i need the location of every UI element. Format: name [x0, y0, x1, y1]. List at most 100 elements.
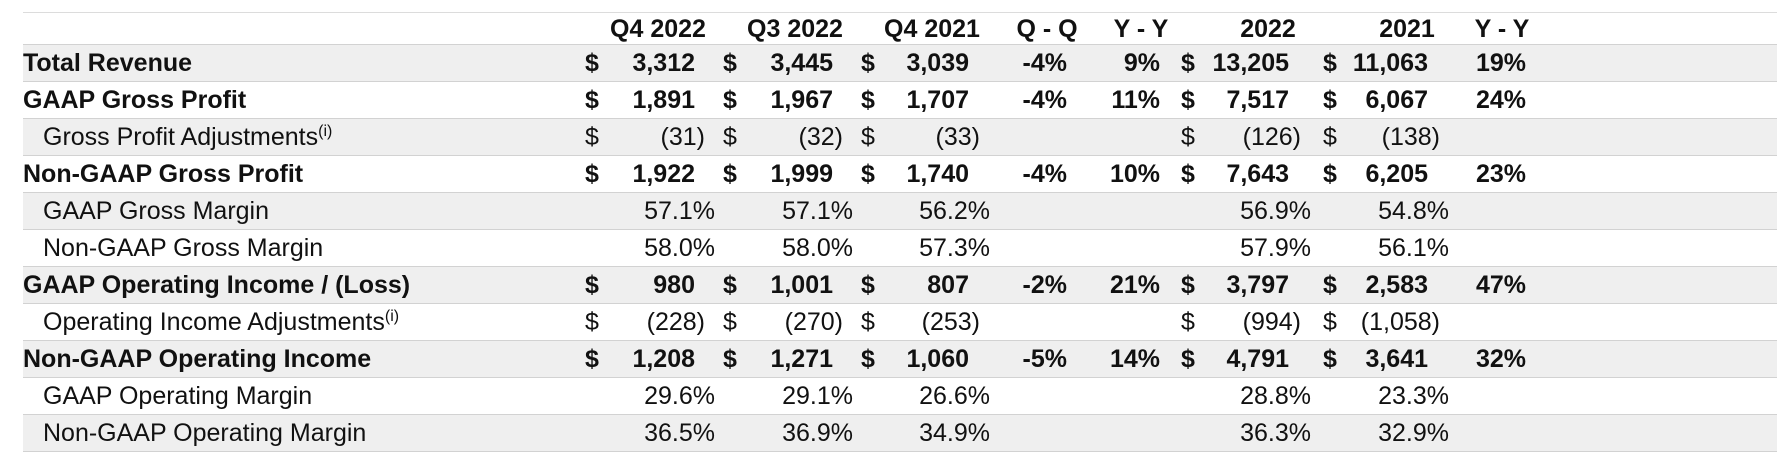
currency-symbol: $ [1323, 308, 1337, 336]
cell-value: 14% [1109, 345, 1160, 373]
cell-value: 57.1% [782, 197, 853, 225]
row-label-text: GAAP Gross Profit [23, 86, 247, 114]
currency-symbol: $ [861, 160, 875, 188]
row-label: Non-GAAP Gross Margin [43, 230, 323, 267]
table-row: Total Revenue $3,312 $3,445 $3,039 -4% 9% $13,… [23, 44, 1777, 81]
currency-symbol: $ [861, 345, 875, 373]
cell-value: 56.2% [919, 197, 990, 225]
currency-symbol: $ [1323, 345, 1337, 373]
cell-value: 29.6% [644, 382, 715, 410]
currency-symbol: $ [1181, 345, 1195, 373]
currency-symbol: $ [1181, 308, 1195, 336]
cell-value: 32% [1475, 345, 1526, 373]
cell-value: 23.3% [1378, 382, 1449, 410]
currency-symbol: $ [861, 123, 875, 151]
cell-value: (253) [921, 308, 980, 336]
cell-value: -5% [1022, 345, 1067, 373]
table-row: GAAP Operating Income / (Loss) $980 $1,001… [23, 266, 1777, 303]
cell-value: 36.3% [1240, 419, 1311, 447]
cell-value: 1,001 [770, 271, 833, 299]
table-row: GAAP Operating Margin 29.6% 29.1% 26.6% 28.8… [23, 377, 1777, 414]
cell-value: 1,707 [906, 86, 969, 114]
cell-value: -4% [1022, 160, 1067, 188]
currency-symbol: $ [1181, 49, 1195, 77]
currency-symbol: $ [723, 86, 737, 114]
cell-value: 24% [1475, 86, 1526, 114]
row-label-text: Total Revenue [23, 49, 193, 77]
cell-value: 7,643 [1226, 160, 1289, 188]
cell-value: 57.3% [919, 234, 990, 262]
table-row: Non-GAAP Gross Profit $1,922 $1,999 $1,740 -… [23, 155, 1777, 192]
table-row: Operating Income Adjustments(i) $ (228) $ (2… [23, 303, 1777, 340]
cell-value: -4% [1022, 86, 1067, 114]
footnote-marker: (i) [318, 123, 333, 140]
cell-value: 3,312 [632, 49, 695, 77]
column-header: Q3 2022 [747, 15, 843, 43]
cell-value: 57.1% [644, 197, 715, 225]
currency-symbol: $ [1181, 86, 1195, 114]
currency-symbol: $ [1323, 49, 1337, 77]
cell-value: 1,922 [632, 160, 695, 188]
cell-value: 3,039 [906, 49, 969, 77]
cell-value: (270) [784, 308, 843, 336]
cell-value: 9% [1123, 49, 1160, 77]
cell-value: 36.9% [782, 419, 853, 447]
row-label-text: GAAP Operating Margin [43, 382, 313, 410]
currency-symbol: $ [861, 49, 875, 77]
cell-value: 23% [1475, 160, 1526, 188]
cell-value: 54.8% [1378, 197, 1449, 225]
row-label-text: Non-GAAP Operating Margin [43, 419, 367, 447]
footnote-marker: (i) [384, 308, 400, 325]
row-label: GAAP Gross Margin [43, 193, 269, 230]
currency-symbol: $ [585, 123, 599, 151]
cell-value: (994) [1242, 308, 1301, 336]
row-label-text: GAAP Operating Income / (Loss) [23, 271, 411, 299]
cell-value: 7,517 [1226, 86, 1289, 114]
currency-symbol: $ [723, 49, 737, 77]
currency-symbol: $ [861, 271, 875, 299]
cell-value: 807 [927, 271, 969, 299]
row-label: Non-GAAP Operating Income [23, 341, 371, 378]
cell-value: (126) [1242, 123, 1301, 151]
cell-value: (31) [660, 123, 705, 151]
row-label: Non-GAAP Operating Margin [43, 415, 366, 452]
column-header: Q4 2021 [884, 15, 980, 43]
currency-symbol: $ [585, 271, 599, 299]
row-label-text: Non-GAAP Gross Profit [23, 160, 304, 188]
cell-value: 6,067 [1365, 86, 1428, 114]
cell-value: 4,791 [1226, 345, 1289, 373]
currency-symbol: $ [585, 160, 599, 188]
cell-value: 34.9% [919, 419, 990, 447]
cell-value: 57.9% [1240, 234, 1311, 262]
currency-symbol: $ [1323, 123, 1337, 151]
cell-value: 29.1% [782, 382, 853, 410]
row-label: Operating Income Adjustments(i) [43, 304, 399, 341]
cell-value: 10% [1109, 160, 1160, 188]
cell-value: 21% [1109, 271, 1160, 299]
row-label: GAAP Operating Margin [43, 378, 312, 415]
currency-symbol: $ [1323, 86, 1337, 114]
cell-value: 26.6% [919, 382, 990, 410]
cell-value: (228) [646, 308, 705, 336]
cell-value: 58.0% [782, 234, 853, 262]
cell-value: 1,891 [632, 86, 695, 114]
row-label-text: Non-GAAP Gross Margin [43, 234, 324, 262]
cell-value: 1,999 [770, 160, 833, 188]
column-header: 2022 [1240, 15, 1296, 43]
cell-value: 1,740 [906, 160, 969, 188]
cell-value: -4% [1022, 49, 1067, 77]
table-row: Non-GAAP Gross Margin 58.0% 58.0% 57.3% 57.9… [23, 229, 1777, 266]
cell-value: 56.9% [1240, 197, 1311, 225]
row-label-text: Non-GAAP Operating Income [23, 345, 372, 373]
table-header-row: Q4 2022 Q3 2022 Q4 2021 Q - Q Y - Y 2022 2021 Y… [23, 12, 1777, 44]
column-header: Q4 2022 [610, 15, 706, 43]
row-label: Total Revenue [23, 45, 192, 82]
cell-value: 1,208 [632, 345, 695, 373]
cell-value: (1,058) [1360, 308, 1440, 336]
cell-value: 1,967 [770, 86, 833, 114]
cell-value: 3,797 [1226, 271, 1289, 299]
currency-symbol: $ [723, 160, 737, 188]
currency-symbol: $ [1181, 160, 1195, 188]
currency-symbol: $ [1323, 160, 1337, 188]
table-row: Gross Profit Adjustments(i) $ (31) $ (32) $ (3… [23, 118, 1777, 155]
